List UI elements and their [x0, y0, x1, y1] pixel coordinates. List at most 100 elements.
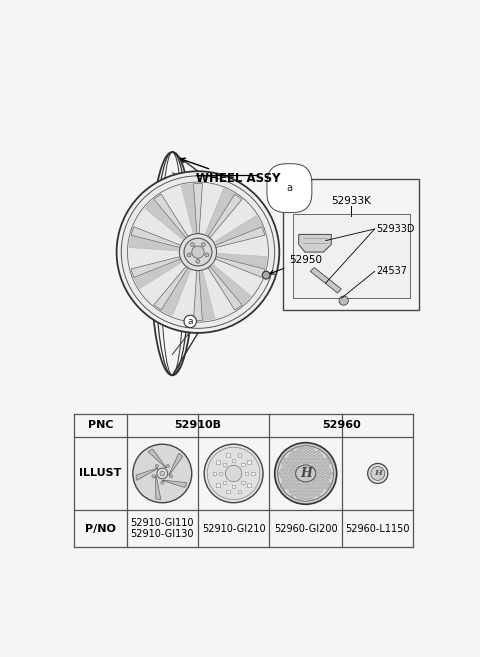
Bar [283, 179, 419, 310]
Polygon shape [214, 227, 265, 248]
Polygon shape [289, 453, 293, 457]
Text: 52960: 52960 [322, 420, 360, 430]
Polygon shape [280, 468, 284, 472]
Circle shape [160, 471, 165, 476]
Polygon shape [327, 461, 331, 464]
Polygon shape [287, 457, 290, 461]
Circle shape [205, 253, 209, 257]
Polygon shape [323, 482, 327, 486]
Circle shape [184, 315, 196, 328]
Polygon shape [287, 479, 290, 483]
Circle shape [339, 296, 348, 306]
Circle shape [121, 176, 275, 328]
Polygon shape [301, 446, 305, 450]
Polygon shape [321, 457, 324, 461]
Polygon shape [304, 450, 308, 454]
Circle shape [275, 443, 336, 505]
Polygon shape [291, 464, 295, 468]
Polygon shape [327, 482, 331, 486]
Bar [238, 489, 241, 493]
Polygon shape [314, 475, 318, 479]
Polygon shape [310, 489, 314, 493]
Bar [241, 463, 244, 466]
Polygon shape [325, 457, 329, 461]
Polygon shape [291, 450, 295, 454]
Bar [241, 481, 244, 484]
Polygon shape [282, 479, 286, 483]
Bar [216, 483, 220, 487]
Circle shape [156, 464, 158, 468]
Polygon shape [295, 464, 299, 468]
Text: 52933D: 52933D [376, 224, 415, 234]
Polygon shape [298, 482, 301, 486]
Polygon shape [306, 489, 310, 493]
Polygon shape [145, 199, 185, 239]
Polygon shape [316, 493, 320, 497]
Polygon shape [321, 464, 324, 468]
Polygon shape [282, 457, 286, 461]
Text: 52910B: 52910B [174, 420, 221, 430]
Polygon shape [321, 472, 324, 476]
Polygon shape [295, 486, 299, 489]
Bar [247, 461, 251, 464]
Polygon shape [287, 464, 290, 468]
Polygon shape [293, 489, 297, 493]
Polygon shape [319, 475, 323, 479]
Polygon shape [323, 468, 327, 472]
Polygon shape [280, 475, 284, 479]
Polygon shape [327, 475, 331, 479]
Bar [213, 472, 216, 476]
Polygon shape [205, 189, 235, 235]
Circle shape [117, 171, 279, 333]
Polygon shape [285, 461, 288, 464]
Bar [226, 489, 229, 493]
Circle shape [191, 242, 194, 246]
Polygon shape [162, 480, 187, 487]
Text: 52960-L1150: 52960-L1150 [346, 524, 410, 533]
Polygon shape [207, 265, 242, 310]
Polygon shape [131, 256, 182, 277]
Polygon shape [217, 254, 267, 269]
Text: WHEEL ASSY: WHEEL ASSY [180, 158, 280, 185]
Polygon shape [134, 260, 181, 288]
Text: H: H [300, 467, 312, 480]
Polygon shape [181, 184, 197, 233]
Text: 52910-GI110
52910-GI130: 52910-GI110 52910-GI130 [131, 518, 194, 539]
Polygon shape [319, 482, 323, 486]
Polygon shape [291, 479, 295, 483]
Circle shape [192, 246, 204, 258]
Polygon shape [300, 457, 303, 461]
Polygon shape [319, 468, 323, 472]
Polygon shape [306, 482, 310, 486]
Polygon shape [325, 486, 329, 489]
Polygon shape [301, 482, 305, 486]
Polygon shape [314, 489, 318, 493]
Polygon shape [278, 472, 282, 476]
Polygon shape [301, 461, 305, 464]
Circle shape [169, 475, 173, 478]
Polygon shape [293, 475, 297, 479]
Polygon shape [280, 482, 284, 486]
Circle shape [157, 468, 168, 479]
Polygon shape [301, 453, 305, 457]
Polygon shape [321, 479, 324, 483]
Polygon shape [325, 479, 329, 483]
Polygon shape [215, 215, 262, 244]
Polygon shape [298, 497, 301, 501]
Bar [219, 472, 222, 475]
Polygon shape [295, 450, 299, 454]
Polygon shape [161, 269, 191, 316]
Polygon shape [308, 486, 312, 489]
Circle shape [161, 481, 164, 484]
Polygon shape [308, 450, 312, 454]
Polygon shape [312, 479, 316, 483]
Bar [238, 453, 241, 457]
Polygon shape [312, 493, 316, 497]
Polygon shape [306, 446, 310, 450]
Polygon shape [316, 457, 320, 461]
Polygon shape [310, 461, 314, 464]
Polygon shape [295, 493, 299, 497]
Text: 52910-GI210: 52910-GI210 [202, 524, 265, 533]
Polygon shape [214, 256, 265, 277]
Polygon shape [319, 461, 323, 464]
